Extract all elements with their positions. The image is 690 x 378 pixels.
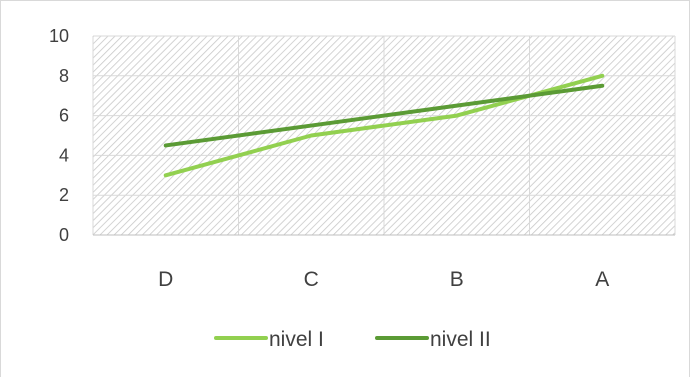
x-tick-label-C: C — [304, 268, 319, 291]
y-tick-label-0: 0 — [59, 225, 69, 245]
x-tick-label-B: B — [450, 268, 464, 291]
gridlines — [92, 35, 676, 236]
axes: 0 2 4 6 8 10 D C B A — [49, 26, 675, 291]
legend: nivel I nivel II — [214, 328, 491, 351]
y-tick-label-3: 6 — [59, 106, 69, 126]
y-tick-label-2: 4 — [59, 145, 69, 165]
series-line-2 — [163, 83, 605, 148]
legend-label-2: nivel II — [430, 328, 491, 351]
y-tick-label-5: 10 — [49, 26, 69, 46]
y-tick-label-1: 2 — [59, 185, 69, 205]
x-tick-label-D: D — [158, 268, 173, 291]
legend-label-1: nivel I — [269, 328, 324, 351]
y-tick-label-4: 8 — [59, 66, 69, 86]
series-lines — [163, 73, 605, 178]
x-tick-label-A: A — [595, 268, 609, 291]
